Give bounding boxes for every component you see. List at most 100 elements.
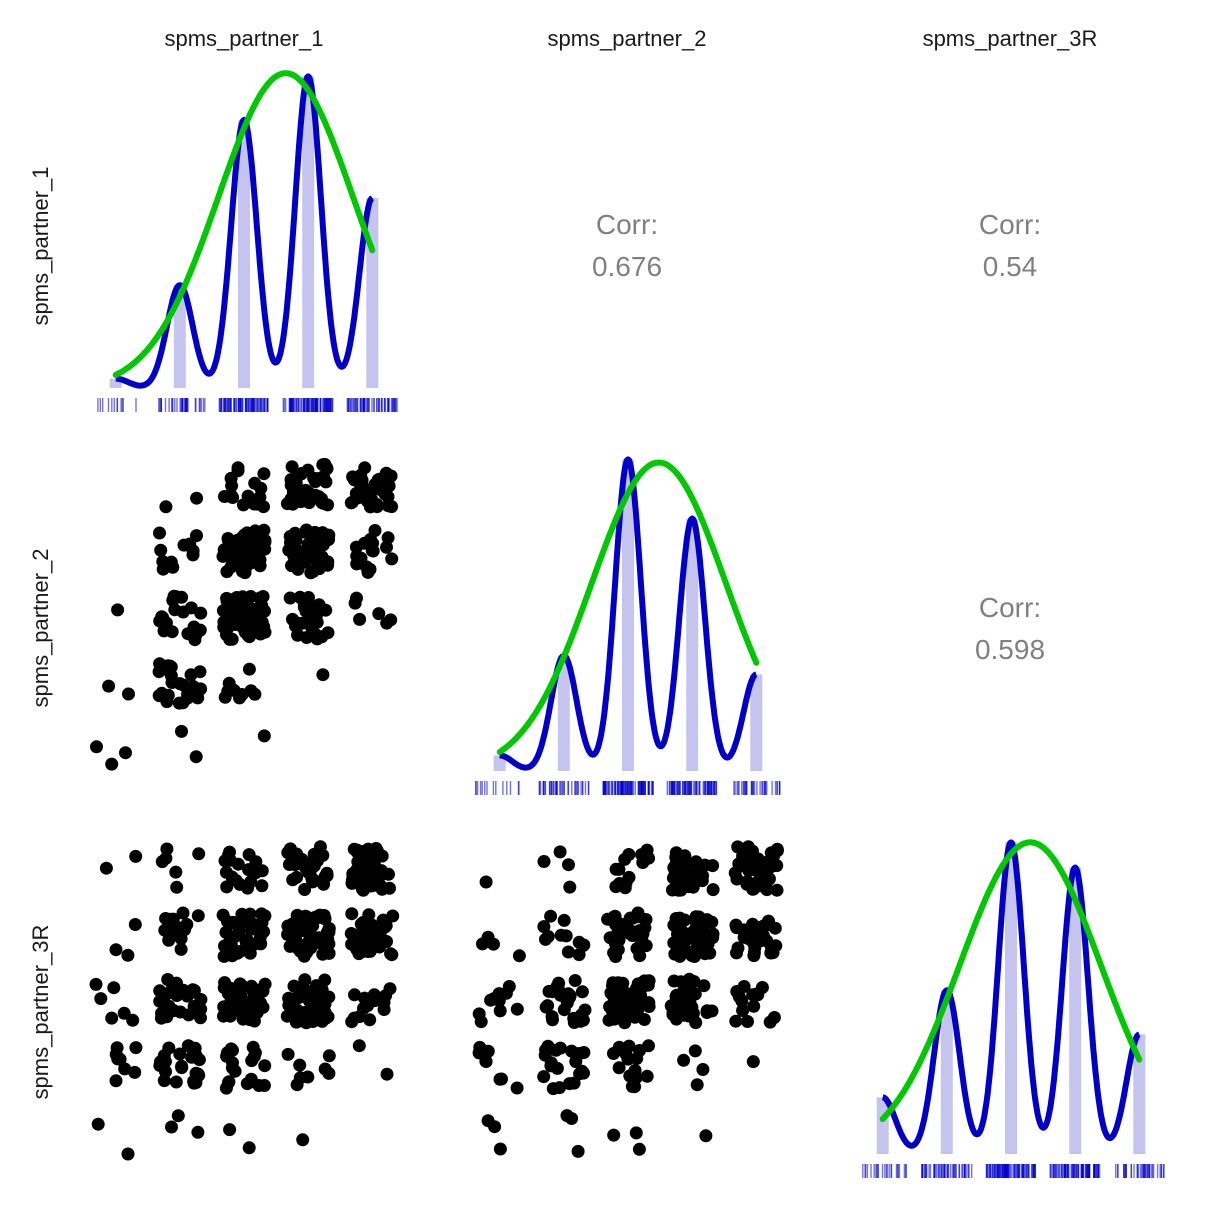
- scatter-point: [563, 1077, 577, 1091]
- histogram-bar: [622, 459, 634, 771]
- rug: [97, 398, 398, 412]
- scatter-point: [255, 879, 269, 893]
- scatter-point: [623, 927, 637, 941]
- scatter-point: [706, 883, 720, 897]
- scatter-point: [255, 916, 269, 929]
- scatter-point: [310, 615, 324, 629]
- scatter-point: [770, 842, 784, 856]
- scatter-point: [258, 1059, 272, 1073]
- corr-value: 0.676: [592, 251, 662, 282]
- scatter-point: [289, 931, 303, 945]
- scatter-point: [626, 995, 640, 1009]
- scatter-point: [605, 1003, 619, 1017]
- scatter-point: [492, 987, 506, 1001]
- scatter-point: [119, 746, 132, 760]
- scatter-point: [345, 495, 359, 509]
- scatter-point: [121, 1147, 135, 1161]
- scatter-point: [308, 874, 322, 888]
- scatter-point: [188, 1041, 202, 1055]
- scatter-point: [369, 844, 383, 858]
- correlation-panel: Corr: 0.598: [975, 592, 1045, 665]
- scatter-point: [541, 930, 555, 943]
- scatter-point: [313, 908, 327, 922]
- scatter-point: [614, 1042, 628, 1056]
- row-label-spms-partner-2: spms_partner_2: [28, 549, 53, 708]
- rug: [862, 1164, 1165, 1178]
- scatter-point: [285, 460, 299, 474]
- scatter-point: [473, 1040, 487, 1054]
- scatter-point: [153, 994, 167, 1008]
- scatter-point: [175, 724, 188, 738]
- scatter-point: [242, 1141, 256, 1155]
- scatter-point: [91, 1117, 105, 1131]
- scatter-point: [667, 974, 681, 988]
- scatter-point: [640, 1069, 654, 1083]
- scatter-point: [568, 974, 582, 987]
- scatter-point: [219, 865, 233, 879]
- scatter-point: [606, 976, 620, 990]
- scatter-point: [760, 883, 774, 897]
- scatter-point: [371, 481, 384, 495]
- scatter-point: [767, 1011, 781, 1024]
- scatter-point: [638, 921, 652, 935]
- histogram-bar: [1133, 1034, 1146, 1154]
- scatter-point: [350, 557, 364, 571]
- scatter-point: [553, 845, 567, 859]
- scatter-point: [688, 1044, 702, 1058]
- scatter-point: [625, 1080, 639, 1093]
- scatter-point: [118, 1062, 132, 1076]
- scatter-point: [224, 1001, 238, 1015]
- scatter-point: [769, 939, 783, 953]
- scatter-point: [167, 589, 181, 603]
- scatter-point: [680, 977, 694, 991]
- scatter-point: [226, 600, 240, 613]
- scatter-point: [348, 988, 361, 1002]
- density-curve: [113, 73, 375, 389]
- scatter-point: [111, 603, 125, 617]
- scatter-point: [153, 657, 167, 671]
- scatter-point: [288, 858, 302, 872]
- scatter-point: [510, 1081, 524, 1095]
- scatter-point: [94, 992, 108, 1006]
- scatter-point: [537, 1070, 551, 1084]
- scatter-point: [169, 1075, 183, 1089]
- scatter-point: [235, 688, 249, 701]
- scatter-point: [157, 1074, 171, 1088]
- scatter-point: [178, 923, 192, 937]
- scatter-point: [156, 555, 170, 568]
- scatter-point: [746, 1055, 760, 1069]
- scatter-point: [572, 948, 586, 962]
- scatter-point: [286, 873, 300, 887]
- scatter-point: [293, 590, 307, 604]
- density-panel-spms-partner-2: [475, 456, 781, 795]
- scatter-point: [317, 470, 330, 484]
- scatter-point: [306, 919, 320, 933]
- scatter-point: [740, 875, 754, 889]
- scatter-point: [754, 934, 768, 948]
- scatter-point: [316, 668, 330, 682]
- scatter-point: [474, 1015, 488, 1029]
- scatter-point: [346, 867, 360, 881]
- corr-value: 0.598: [975, 634, 1045, 665]
- scatter-point: [189, 750, 203, 764]
- scatter-point: [257, 729, 271, 743]
- scatter-point: [352, 1039, 366, 1053]
- scatter-point: [229, 536, 243, 550]
- scatter-point: [305, 628, 319, 642]
- scatter-point: [224, 471, 238, 485]
- column-label-spms-partner-2: spms_partner_2: [548, 26, 707, 51]
- scatter-point: [746, 988, 760, 1002]
- scatter-panel-p2-vs-p3r: [472, 840, 784, 1158]
- scatter-point: [690, 1078, 704, 1092]
- scatter-point: [381, 499, 395, 513]
- scatter-point: [247, 497, 261, 511]
- scatter-point: [283, 591, 297, 605]
- scatter-point: [698, 947, 712, 961]
- scatter-point: [696, 1063, 710, 1076]
- scatter-point: [194, 993, 208, 1006]
- scatter-point: [293, 1071, 307, 1085]
- scatter-point: [240, 604, 254, 618]
- scatter-point: [380, 540, 393, 554]
- scatter-point: [686, 987, 699, 1001]
